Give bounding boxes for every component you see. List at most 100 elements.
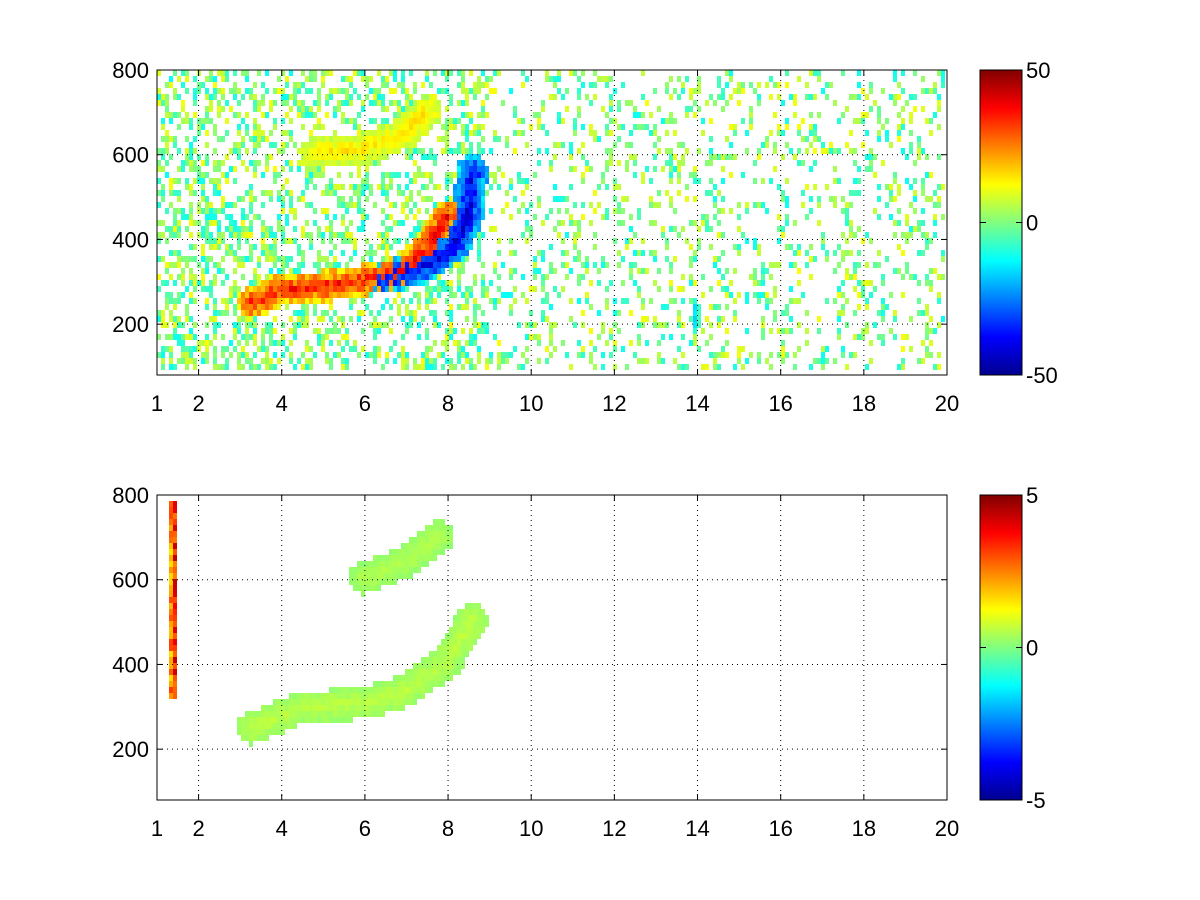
top-heatmap-cell: [285, 298, 289, 304]
top-heatmap-cell: [617, 106, 621, 112]
top-heatmap-cell: [401, 316, 405, 322]
top-heatmap-cell: [477, 166, 481, 172]
top-heatmap-cell: [205, 358, 209, 364]
top-heatmap-cell: [205, 232, 209, 238]
top-heatmap-cell: [365, 268, 369, 274]
bottom-heatmap-cell: [245, 717, 249, 723]
top-heatmap-cell: [529, 334, 533, 340]
top-heatmap-cell: [205, 118, 209, 124]
top-heatmap-cell: [345, 208, 349, 214]
bottom-heatmap-cell: [345, 699, 349, 705]
bottom-heatmap-cell: [445, 645, 449, 651]
bottom-heatmap-cell: [241, 735, 245, 741]
top-heatmap-cell: [581, 202, 585, 208]
bottom-heatmap-cell: [357, 711, 361, 717]
top-heatmap-cell: [641, 358, 645, 364]
top-heatmap-cell: [789, 244, 793, 250]
bottom-heatmap-cell: [457, 609, 461, 615]
top-heatmap-cell: [401, 70, 405, 76]
top-heatmap-cell: [581, 310, 585, 316]
top-heatmap-cell: [521, 70, 525, 76]
top-heatmap-cell: [557, 88, 561, 94]
bottom-heatmap-cell: [357, 567, 361, 573]
top-heatmap-cell: [445, 70, 449, 76]
top-heatmap-cell: [373, 136, 377, 142]
bottom-heatmap-cell: [169, 531, 173, 537]
top-heatmap-cell: [169, 202, 173, 208]
bottom-heatmap-cell: [317, 711, 321, 717]
top-heatmap-cell: [477, 220, 481, 226]
top-heatmap-cell: [505, 190, 509, 196]
top-heatmap-cell: [197, 154, 201, 160]
top-heatmap-cell: [369, 274, 373, 280]
bottom-heatmap-cell: [269, 705, 273, 711]
top-heatmap-cell: [273, 274, 277, 280]
top-heatmap-cell: [769, 94, 773, 100]
top-x-tick-label: 6: [359, 391, 371, 416]
top-heatmap-cell: [473, 184, 477, 190]
top-heatmap-cell: [473, 364, 477, 370]
top-heatmap-cell: [177, 256, 181, 262]
top-heatmap-cell: [497, 340, 501, 346]
top-heatmap-cell: [369, 184, 373, 190]
top-heatmap-cell: [805, 250, 809, 256]
top-heatmap-cell: [369, 292, 373, 298]
top-heatmap-cell: [369, 352, 373, 358]
bottom-heatmap-cell: [449, 543, 453, 549]
top-heatmap-cell: [165, 82, 169, 88]
top-heatmap-cell: [901, 124, 905, 130]
top-heatmap-cell: [165, 208, 169, 214]
top-heatmap-cell: [369, 190, 373, 196]
bottom-heatmap-cell: [413, 549, 417, 555]
top-heatmap-cell: [941, 184, 945, 190]
top-heatmap-cell: [425, 232, 429, 238]
top-heatmap-cell: [189, 334, 193, 340]
top-heatmap-cell: [933, 88, 937, 94]
top-heatmap-cell: [709, 136, 713, 142]
top-heatmap-cell: [481, 292, 485, 298]
top-heatmap-cell: [237, 112, 241, 118]
top-heatmap-cell: [649, 250, 653, 256]
top-heatmap-cell: [417, 364, 421, 370]
top-heatmap-cell: [345, 88, 349, 94]
top-heatmap-cell: [169, 274, 173, 280]
top-heatmap-cell: [329, 358, 333, 364]
top-heatmap-cell: [765, 358, 769, 364]
top-heatmap-cell: [413, 280, 417, 286]
top-heatmap-cell: [469, 130, 473, 136]
top-heatmap-cell: [245, 88, 249, 94]
top-heatmap-cell: [685, 112, 689, 118]
top-heatmap-cell: [213, 244, 217, 250]
top-heatmap-cell: [165, 238, 169, 244]
top-heatmap-cell: [453, 220, 457, 226]
top-heatmap-cell: [461, 184, 465, 190]
top-heatmap-cell: [193, 112, 197, 118]
top-heatmap-cell: [709, 226, 713, 232]
top-heatmap-cell: [905, 268, 909, 274]
top-heatmap-cell: [733, 298, 737, 304]
top-heatmap-cell: [305, 106, 309, 112]
bottom-heatmap-cell: [253, 735, 257, 741]
top-heatmap-cell: [341, 220, 345, 226]
top-heatmap-cell: [437, 214, 441, 220]
top-heatmap-cell: [541, 106, 545, 112]
top-heatmap-cell: [265, 274, 269, 280]
bottom-heatmap-cell: [429, 657, 433, 663]
top-heatmap-cell: [237, 196, 241, 202]
top-heatmap-cell: [221, 70, 225, 76]
top-heatmap-cell: [753, 202, 757, 208]
top-heatmap-cell: [381, 304, 385, 310]
top-heatmap-cell: [789, 148, 793, 154]
top-heatmap-cell: [201, 268, 205, 274]
top-heatmap-cell: [321, 286, 325, 292]
top-heatmap-cell: [593, 244, 597, 250]
bottom-heatmap-cell: [441, 675, 445, 681]
top-heatmap-cell: [353, 244, 357, 250]
top-heatmap-cell: [233, 286, 237, 292]
top-heatmap-cell: [921, 310, 925, 316]
top-heatmap-cell: [397, 112, 401, 118]
top-heatmap-cell: [193, 88, 197, 94]
top-heatmap-cell: [241, 346, 245, 352]
top-heatmap-cell: [905, 100, 909, 106]
top-heatmap-cell: [289, 190, 293, 196]
